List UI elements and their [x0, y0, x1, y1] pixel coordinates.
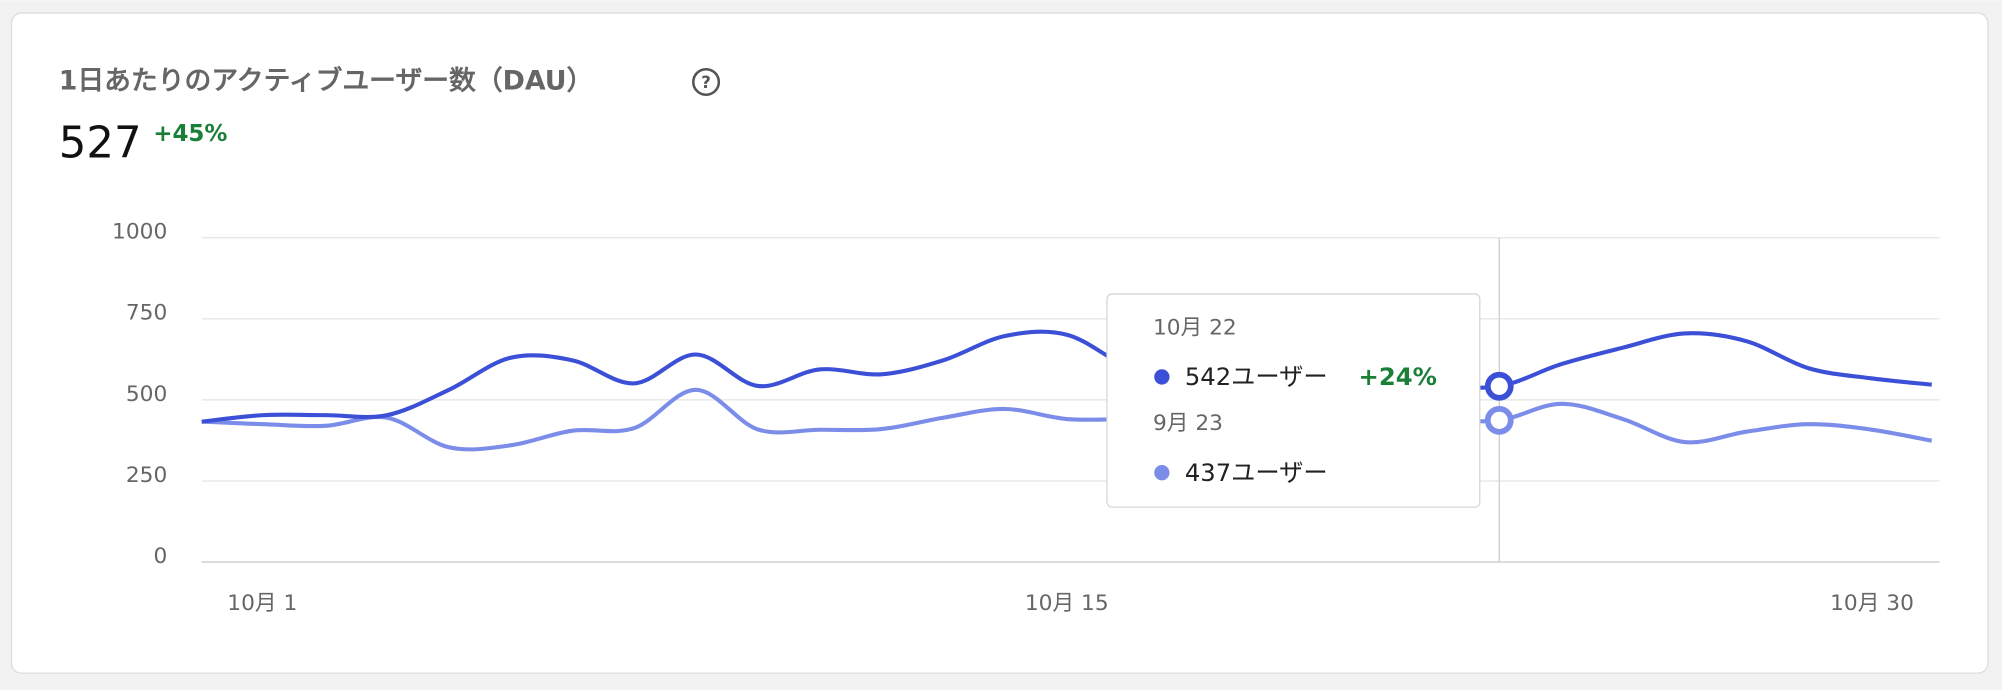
y-tick-label: 0	[153, 544, 167, 569]
metric-value: 527	[59, 118, 142, 168]
help-icon[interactable]: ?	[692, 67, 721, 97]
tooltip-compare-date: 9月 23	[1153, 411, 1223, 436]
y-tick-label: 500	[126, 382, 167, 407]
y-tick-label: 250	[126, 463, 167, 488]
hover-point	[1484, 405, 1514, 435]
tooltip-change: +24%	[1359, 362, 1437, 391]
x-tick-label: 10月 1	[227, 591, 297, 616]
tooltip-swatch	[1154, 465, 1170, 481]
card	[10, 12, 1989, 674]
tooltip-value: 542ユーザー	[1185, 362, 1328, 391]
card-title: 1日あたりのアクティブユーザー数（DAU）	[59, 64, 594, 96]
tooltip: 10月 22 542ユーザー +24% 9月 23 437ユーザー	[1106, 293, 1481, 508]
tooltip-box	[1106, 293, 1481, 508]
y-tick-label: 750	[126, 301, 167, 326]
tooltip-date: 10月 22	[1153, 315, 1237, 340]
tooltip-compare: 437ユーザー	[1185, 458, 1328, 487]
metric-change: +45%	[153, 121, 227, 147]
hover-point	[1484, 371, 1514, 401]
tooltip-swatch	[1154, 369, 1170, 385]
plot: 0 250 500 750 1000 10月 1 10月 15 10月 30	[112, 220, 1940, 616]
y-tick-label: 1000	[112, 220, 167, 245]
series-line	[201, 329, 1932, 424]
x-tick-label: 10月 15	[1025, 591, 1109, 616]
x-tick-label: 10月 30	[1830, 591, 1914, 616]
series-line	[201, 387, 1933, 452]
svg-text:?: ?	[701, 73, 711, 92]
